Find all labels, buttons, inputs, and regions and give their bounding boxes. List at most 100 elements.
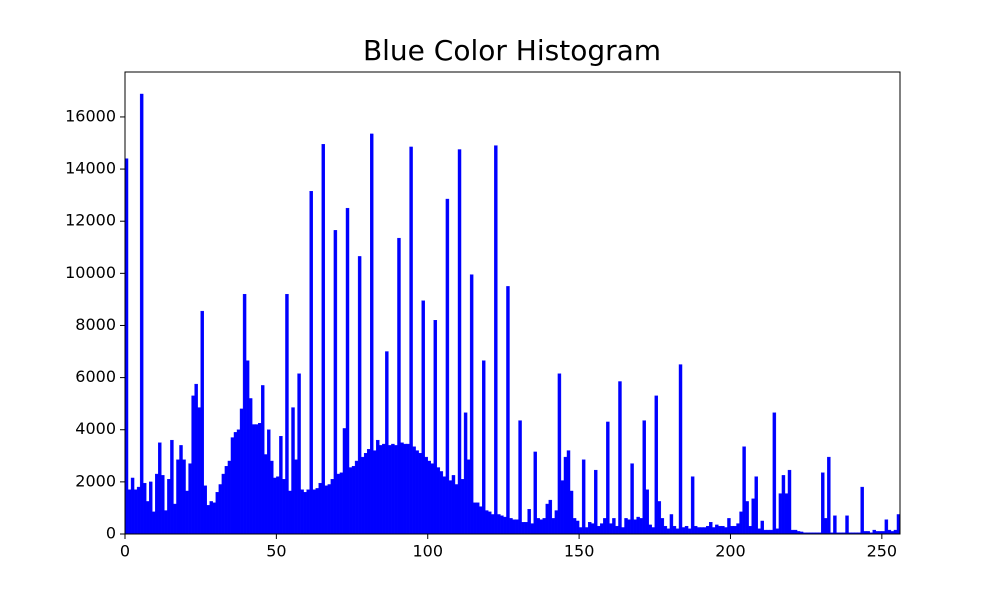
bar [500,515,504,535]
bar [542,518,547,535]
bar [403,443,407,535]
bar [203,485,207,535]
bar [709,522,713,535]
bar [430,463,434,535]
bar [318,482,322,535]
bar [457,149,462,535]
bar [312,489,316,535]
bar [412,446,416,535]
bar [149,481,153,535]
bar [833,515,837,535]
bar [766,529,771,535]
bar [182,459,186,535]
bar [376,439,380,535]
bar [736,523,740,535]
bar [503,516,507,535]
bar [630,463,634,535]
bar [394,445,398,535]
bar [330,479,335,535]
bar [533,451,537,535]
y-tick-label: 6000 [75,367,116,386]
bar [133,489,138,535]
bar [469,274,474,535]
bar [188,463,192,535]
bar [663,525,668,535]
bar [400,442,404,535]
bar [315,488,319,535]
bar [515,519,519,535]
bar [681,527,686,535]
bar [860,486,864,535]
bar [439,471,444,535]
bar [472,502,477,535]
bar [294,459,298,535]
bar [127,489,132,535]
y-tick-label: 8000 [75,315,116,334]
bar [254,424,259,535]
bar [584,527,589,535]
bar [615,525,619,535]
bar [145,501,150,535]
bar [357,256,362,535]
bar [421,300,425,535]
bar [827,456,831,535]
bar [781,475,786,535]
bar [578,527,583,535]
bar [521,522,525,535]
bar [291,407,295,535]
bar [409,146,413,535]
bar [884,519,889,535]
bar [591,523,595,535]
bar [733,525,737,535]
bar [194,383,198,535]
bar [675,528,680,535]
bar [339,472,344,535]
chart-title: Blue Color Histogram [363,34,661,67]
bar [445,198,450,535]
bar [690,476,695,535]
bar [176,459,180,535]
bar [224,466,229,535]
bar [179,445,183,535]
bar [152,511,156,535]
bar [261,385,265,535]
bar [706,525,710,535]
bar [348,467,353,535]
bar [703,527,707,535]
bar [388,445,392,535]
bar [696,527,701,535]
bar [215,492,220,535]
bar [433,320,438,535]
bar [451,475,456,535]
bar [887,529,892,535]
bar [587,522,592,535]
bar [824,518,828,535]
bar [778,493,783,535]
bar [721,525,725,535]
bar [251,424,256,535]
bar [366,449,371,535]
bar [333,230,338,535]
x-tick-label: 200 [715,542,746,561]
bar [161,475,165,535]
bar [821,472,825,535]
bar [373,450,377,535]
bar [424,456,428,535]
bar [790,529,795,535]
bar [336,473,341,535]
bar [155,473,159,535]
bar [784,493,789,535]
bar [415,450,419,535]
bar [775,528,780,535]
bar [427,460,431,535]
bar [566,450,571,535]
bar [560,480,565,535]
bar [669,514,674,535]
bar [385,351,389,535]
bar [772,412,777,535]
bar [893,529,898,535]
bar [391,443,395,535]
bar [324,485,329,535]
bar [624,518,628,535]
bar [197,407,201,535]
